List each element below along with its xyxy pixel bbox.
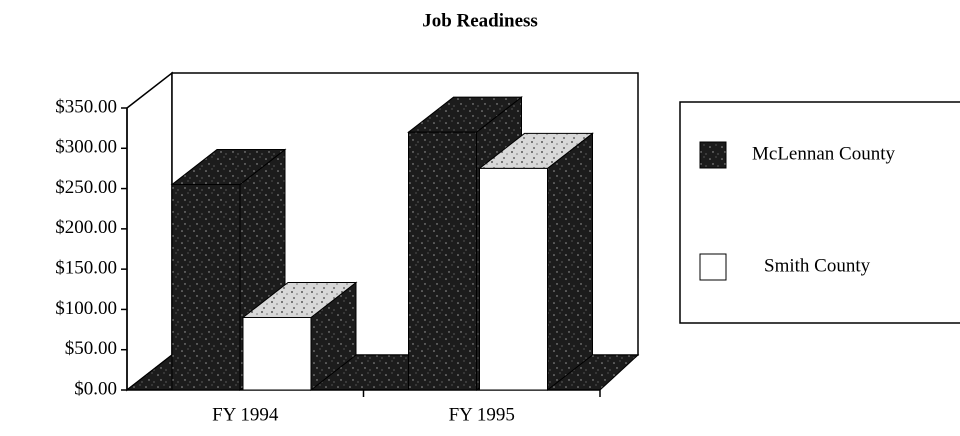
bar-side <box>547 132 593 392</box>
x-tick-label: FY 1994 <box>212 404 279 425</box>
bar <box>171 184 241 391</box>
legend-label: Smith County <box>764 255 871 276</box>
chart-title: Job Readiness <box>422 10 538 31</box>
left-wall <box>126 71 173 392</box>
y-tick-label: $300.00 <box>55 137 117 158</box>
legend-label: McLennan County <box>752 143 896 164</box>
y-tick-label: $50.00 <box>65 338 117 359</box>
legend <box>679 101 960 324</box>
x-tick-label: FY 1995 <box>449 404 515 425</box>
bar <box>479 167 548 391</box>
y-tick-label: $0.00 <box>74 378 117 399</box>
y-tick-label: $150.00 <box>55 258 117 279</box>
legend-swatch <box>699 253 727 281</box>
bar <box>242 316 312 391</box>
bar <box>408 131 477 391</box>
y-tick-label: $350.00 <box>55 96 117 117</box>
y-tick-label: $100.00 <box>55 298 117 319</box>
y-tick-label: $250.00 <box>55 177 117 198</box>
y-tick-label: $200.00 <box>55 217 117 238</box>
legend-swatch <box>699 141 727 169</box>
